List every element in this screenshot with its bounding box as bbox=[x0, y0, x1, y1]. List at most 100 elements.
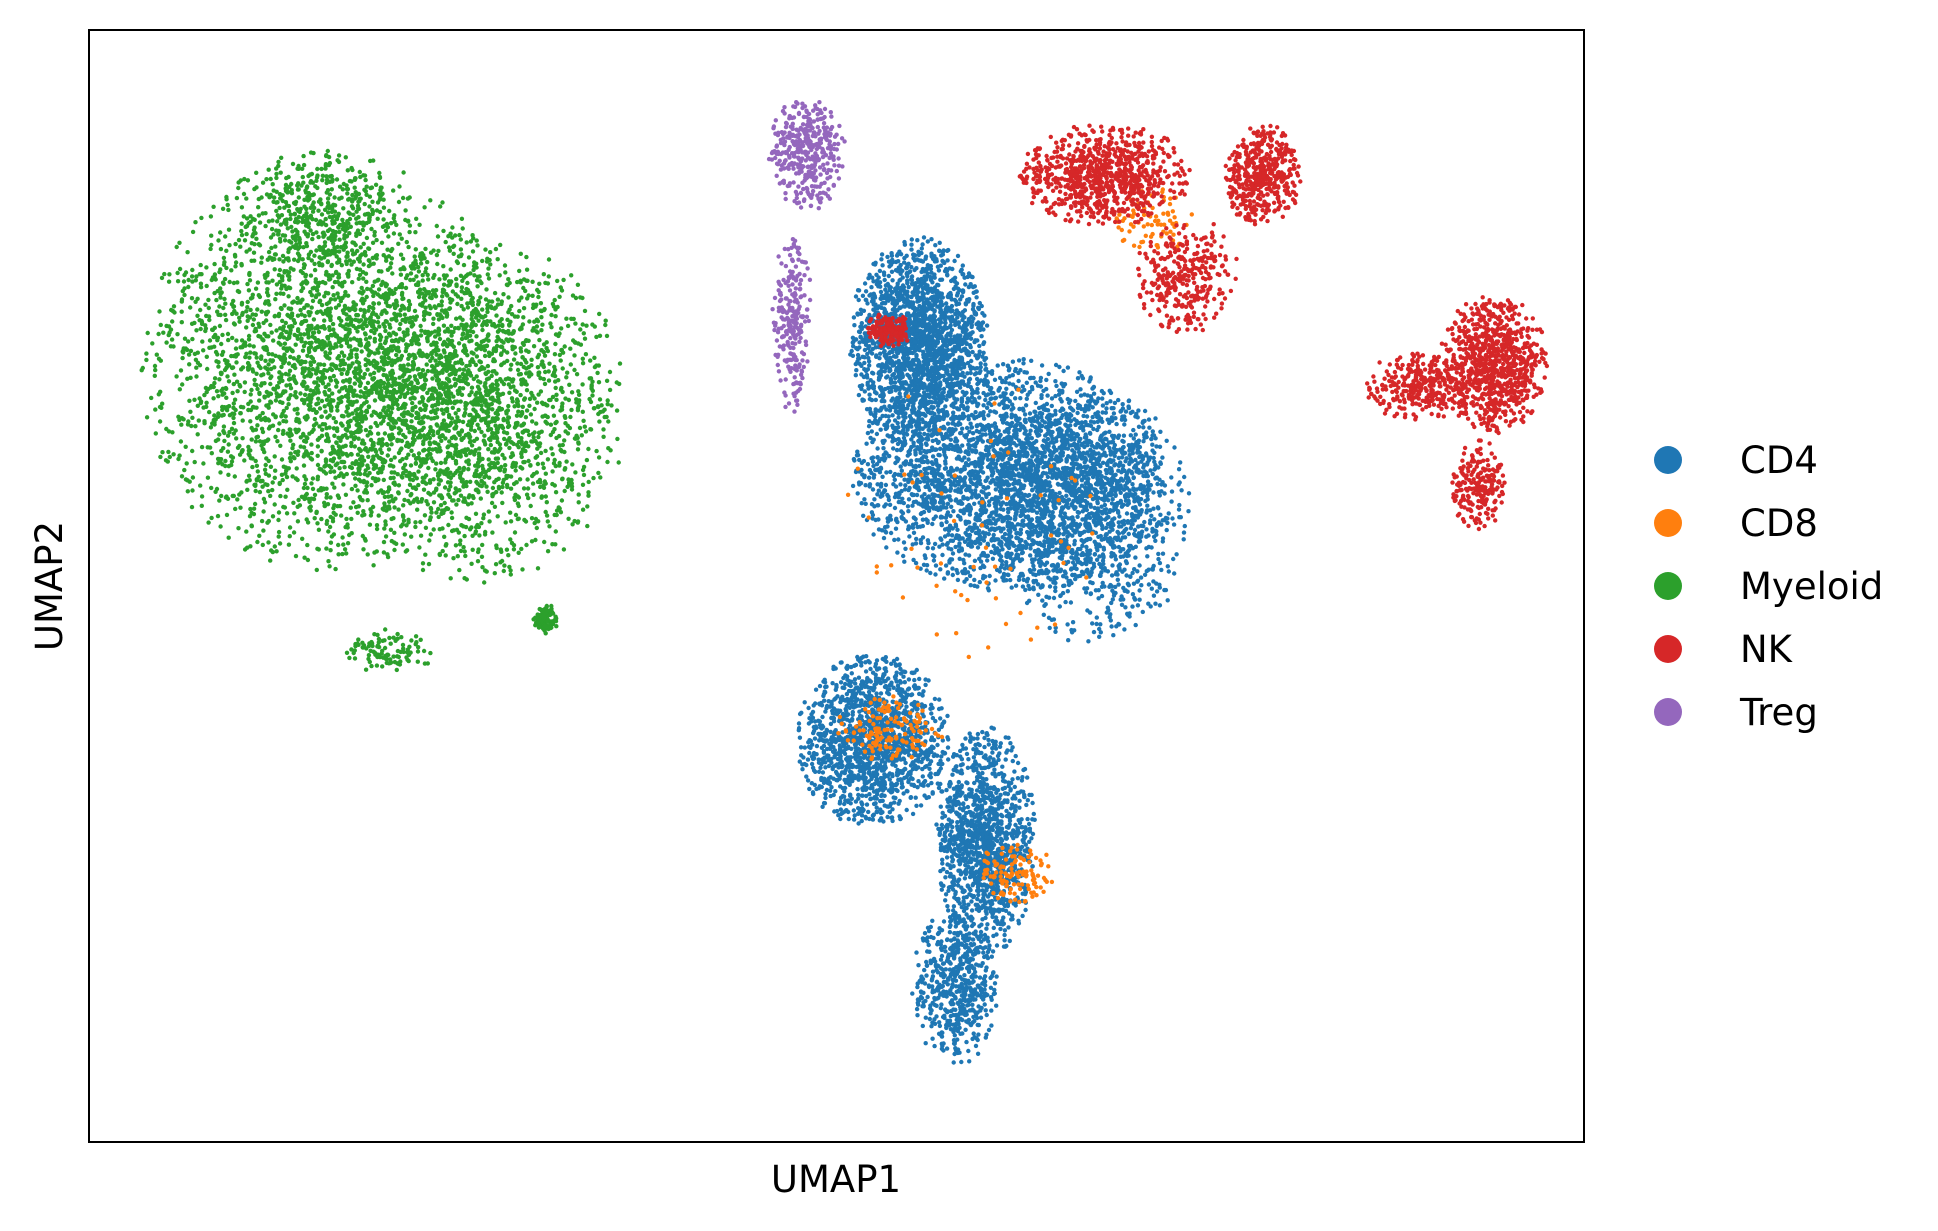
point bbox=[457, 567, 462, 573]
point bbox=[234, 379, 240, 384]
point bbox=[376, 301, 382, 306]
point bbox=[312, 347, 317, 352]
point bbox=[336, 435, 341, 440]
point bbox=[302, 318, 307, 324]
point bbox=[607, 369, 613, 375]
point bbox=[271, 199, 276, 204]
point bbox=[140, 365, 145, 371]
point bbox=[269, 548, 274, 553]
point bbox=[485, 333, 491, 338]
point bbox=[425, 259, 430, 265]
point bbox=[368, 388, 374, 393]
point bbox=[257, 398, 262, 403]
point bbox=[497, 442, 503, 447]
point bbox=[397, 417, 402, 422]
point bbox=[459, 436, 464, 442]
point bbox=[524, 254, 529, 260]
point bbox=[391, 216, 396, 221]
point bbox=[562, 438, 567, 443]
point bbox=[573, 295, 579, 301]
point bbox=[557, 352, 562, 358]
point bbox=[588, 358, 593, 363]
point bbox=[193, 278, 198, 283]
point bbox=[253, 351, 258, 356]
point bbox=[415, 411, 421, 416]
point bbox=[333, 419, 339, 425]
point bbox=[212, 376, 218, 381]
point bbox=[304, 386, 309, 392]
point bbox=[461, 262, 467, 268]
point bbox=[550, 452, 555, 457]
point bbox=[325, 148, 330, 154]
point bbox=[386, 234, 391, 239]
point bbox=[327, 192, 333, 197]
point bbox=[336, 396, 341, 401]
point bbox=[559, 498, 565, 503]
point bbox=[463, 524, 469, 530]
point bbox=[310, 356, 315, 361]
point bbox=[478, 496, 483, 501]
point bbox=[442, 485, 448, 490]
point bbox=[266, 299, 271, 304]
point bbox=[231, 381, 236, 387]
point bbox=[596, 411, 601, 417]
point bbox=[379, 450, 384, 455]
point bbox=[520, 377, 526, 382]
point bbox=[543, 471, 548, 476]
point bbox=[296, 449, 301, 454]
point bbox=[513, 468, 518, 473]
point bbox=[435, 234, 441, 239]
point bbox=[386, 254, 392, 259]
point bbox=[510, 464, 515, 469]
point bbox=[178, 439, 184, 444]
point bbox=[395, 358, 400, 363]
point bbox=[512, 497, 518, 503]
point bbox=[486, 376, 492, 381]
point bbox=[180, 382, 185, 387]
point bbox=[272, 256, 277, 262]
point bbox=[550, 373, 555, 378]
point bbox=[463, 553, 468, 559]
point bbox=[329, 232, 335, 237]
point bbox=[511, 460, 516, 466]
point bbox=[175, 279, 181, 284]
point bbox=[547, 524, 552, 529]
point bbox=[307, 505, 312, 510]
point bbox=[419, 427, 425, 433]
point bbox=[323, 290, 329, 295]
point bbox=[183, 477, 189, 482]
point bbox=[158, 358, 163, 363]
point bbox=[295, 295, 300, 301]
point bbox=[353, 476, 358, 481]
point bbox=[327, 356, 332, 361]
point bbox=[423, 552, 428, 557]
point bbox=[453, 449, 458, 455]
point bbox=[233, 241, 238, 247]
point bbox=[438, 204, 443, 209]
point bbox=[351, 212, 356, 217]
point bbox=[371, 383, 377, 388]
point bbox=[592, 355, 597, 360]
point bbox=[374, 390, 380, 395]
point bbox=[339, 343, 344, 349]
point bbox=[495, 257, 500, 262]
point bbox=[293, 216, 299, 222]
point bbox=[327, 214, 332, 220]
point bbox=[259, 195, 264, 200]
point bbox=[408, 477, 413, 482]
point bbox=[327, 350, 333, 356]
point bbox=[360, 221, 365, 226]
point bbox=[327, 425, 332, 430]
point bbox=[342, 465, 347, 470]
point bbox=[399, 236, 404, 241]
point bbox=[342, 233, 347, 238]
point bbox=[372, 336, 377, 342]
point bbox=[310, 367, 315, 372]
point bbox=[501, 418, 506, 423]
point bbox=[424, 481, 429, 486]
point bbox=[576, 341, 581, 346]
point bbox=[353, 366, 358, 371]
point bbox=[169, 337, 175, 342]
point bbox=[467, 527, 473, 532]
point bbox=[519, 423, 524, 428]
